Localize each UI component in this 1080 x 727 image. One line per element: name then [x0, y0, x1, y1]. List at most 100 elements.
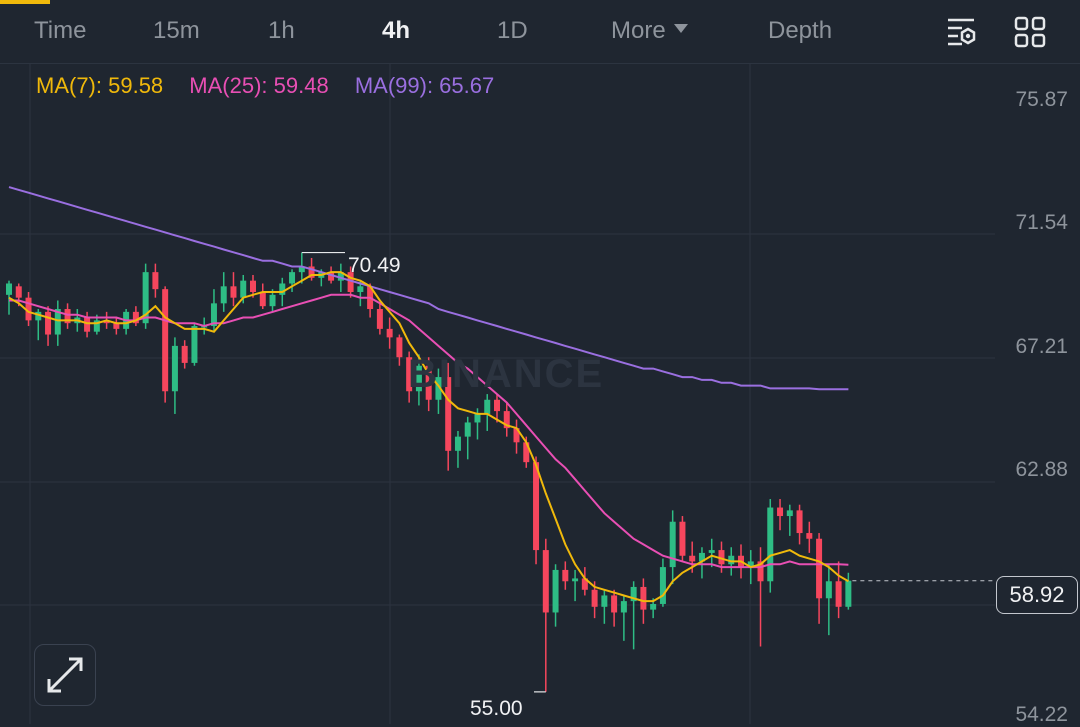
candle-body	[650, 603, 657, 610]
candle-body	[435, 377, 442, 400]
price-tick: 67.21	[1015, 335, 1068, 358]
price-tick: 71.54	[1015, 211, 1068, 234]
ma7-label: MA(7): 59.58	[36, 73, 164, 98]
price-tick: 62.88	[1015, 458, 1068, 481]
candle-body	[494, 399, 500, 412]
candle-body	[162, 289, 169, 392]
candle-body	[181, 345, 188, 363]
candle-body	[523, 442, 530, 463]
candle-body	[845, 580, 852, 607]
price-tick: 54.22	[1015, 703, 1068, 726]
candle-body	[279, 283, 286, 295]
tab-time-label: Time	[34, 17, 87, 44]
tab-depth-label: Depth	[768, 17, 833, 44]
candle-body	[25, 297, 32, 321]
candle-body	[796, 510, 803, 534]
candle-body	[386, 328, 393, 338]
ma25-label: MA(25): 59.48	[189, 73, 329, 98]
candle-body	[347, 272, 354, 292]
candle-body	[93, 320, 100, 332]
candle-body	[376, 309, 383, 329]
top-accent-bar	[0, 0, 50, 4]
high-price-label: 70.49	[348, 254, 401, 277]
ma25-line	[9, 293, 849, 569]
candle-body	[308, 266, 315, 278]
candle-body	[542, 550, 549, 613]
candle-body	[269, 294, 276, 307]
candle-body	[572, 578, 579, 582]
candle-body	[816, 538, 823, 599]
tab-depth[interactable]: Depth	[768, 14, 832, 48]
candle-body	[708, 550, 715, 553]
candle-body	[445, 377, 452, 451]
ma99-label: MA(99): 65.67	[354, 73, 495, 98]
candlestick-chart[interactable]	[0, 64, 1080, 724]
candle-body	[825, 581, 832, 599]
price-tick: 75.87	[1015, 88, 1068, 111]
candle-body	[503, 411, 510, 429]
tab-4h-label: 4h	[382, 17, 411, 44]
candle-body	[84, 317, 91, 332]
chevron-down-icon	[673, 24, 688, 34]
tab-15m[interactable]: 15m	[153, 14, 200, 48]
candle-body	[659, 567, 666, 604]
tab-more[interactable]: More	[611, 14, 688, 48]
tab-more-label: More	[611, 17, 666, 44]
watermark-logo: BINANCE	[408, 352, 605, 396]
candle-body	[64, 309, 71, 324]
tab-15m-label: 15m	[153, 17, 200, 44]
low-price-label: 55.00	[470, 697, 523, 720]
candle-body	[718, 550, 725, 565]
fullscreen-button[interactable]	[34, 644, 96, 706]
candle-body	[113, 323, 120, 329]
candle-body	[142, 272, 149, 324]
grid-layout-icon	[1014, 16, 1046, 48]
candle-body	[698, 552, 705, 562]
candle-body	[620, 601, 627, 613]
candle-body	[591, 589, 598, 607]
candle-body	[484, 399, 491, 414]
chart-canvas	[0, 64, 995, 724]
candle-body	[679, 521, 686, 556]
candle-body	[611, 595, 618, 613]
layout-grid-button[interactable]	[1012, 14, 1048, 50]
candle-body	[406, 357, 413, 392]
candle-body	[357, 286, 364, 292]
candle-body	[474, 413, 481, 423]
candle-body	[54, 309, 61, 335]
candle-body	[786, 510, 793, 517]
candle-body	[103, 320, 110, 324]
candle-body	[533, 462, 540, 551]
indicator-settings-icon	[948, 18, 976, 46]
indicator-settings-button[interactable]	[944, 14, 980, 50]
current-price-tag: 58.92	[996, 576, 1078, 614]
candle-body	[806, 533, 813, 539]
candle-body	[337, 272, 344, 281]
candle-body	[747, 561, 754, 568]
candle-body	[240, 280, 247, 298]
candle-body	[552, 569, 559, 613]
candle-body	[45, 311, 52, 335]
candle-body	[191, 326, 198, 363]
tab-1h[interactable]: 1h	[268, 14, 295, 48]
candle-body	[396, 337, 403, 358]
tab-4h[interactable]: 4h	[382, 14, 410, 48]
tab-time[interactable]: Time	[34, 14, 86, 48]
tab-1d[interactable]: 1D	[497, 14, 528, 48]
ma-legend: MA(7): 59.58 MA(25): 59.48 MA(99): 65.67	[36, 72, 514, 100]
candle-body	[581, 578, 588, 590]
candle-body	[728, 555, 735, 565]
candle-body	[513, 428, 520, 443]
candle-body	[669, 521, 676, 568]
candle-body	[250, 280, 256, 292]
candle-body	[454, 436, 461, 451]
tab-1h-label: 1h	[268, 17, 295, 44]
candle-body	[689, 555, 696, 562]
candle-body	[835, 581, 842, 607]
candle-body	[220, 286, 227, 304]
candle-body	[464, 422, 471, 437]
candle-body	[328, 272, 335, 281]
expand-arrows-icon	[47, 657, 83, 693]
candle-body	[767, 507, 774, 582]
candle-body	[640, 586, 647, 610]
